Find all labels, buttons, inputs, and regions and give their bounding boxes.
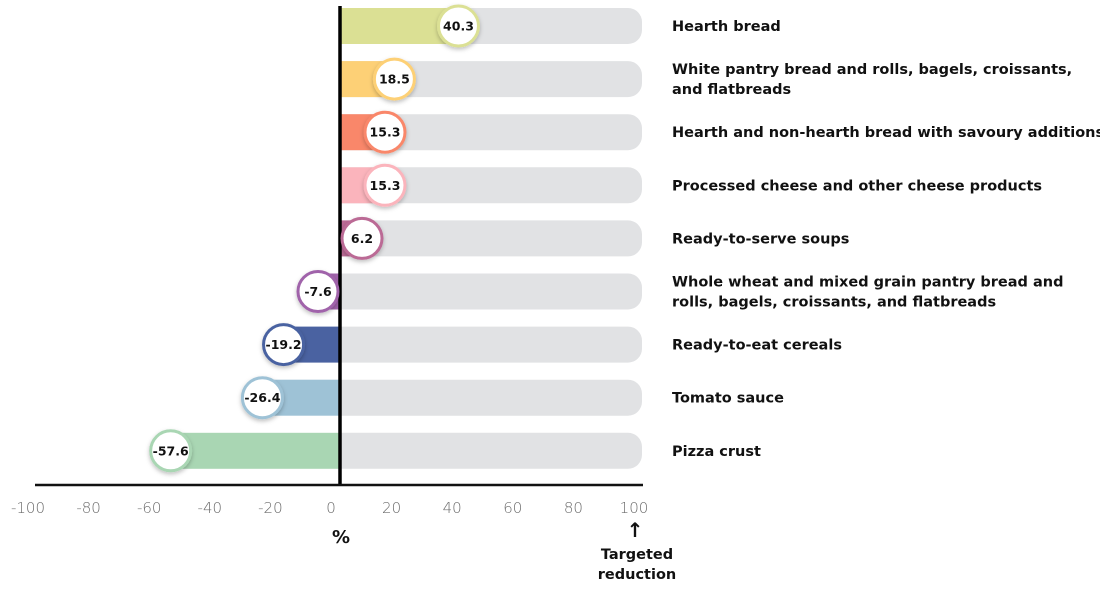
x-tick-label: 80 [564, 499, 583, 517]
bar-track [340, 167, 642, 204]
x-tick-label: 20 [382, 499, 401, 517]
target-arrow-icon: ↑ [627, 518, 644, 542]
value-bubble [149, 429, 193, 473]
category-label: and flatbreads [672, 82, 791, 98]
category-label: Hearth bread [672, 19, 781, 35]
bar-track [340, 379, 642, 416]
value-label: -7.6 [304, 284, 332, 299]
value-bubble [240, 376, 284, 420]
bar-track [340, 432, 642, 469]
x-tick-label: -40 [198, 499, 223, 517]
annotation-line-2: reduction [598, 567, 676, 583]
value-bubble [340, 216, 384, 260]
value-label: 15.3 [370, 178, 401, 193]
x-tick-label: -60 [137, 499, 162, 517]
x-axis-title: % [332, 527, 350, 548]
category-label: White pantry bread and rolls, bagels, cr… [672, 62, 1072, 78]
category-label: Whole wheat and mixed grain pantry bread… [672, 275, 1063, 291]
value-bubble [262, 323, 306, 367]
value-bubble [372, 57, 416, 101]
x-tick-label: -100 [11, 499, 45, 517]
bar-track [340, 326, 642, 363]
bar-track [340, 114, 642, 151]
value-label: 18.5 [379, 72, 410, 87]
value-label: -57.6 [153, 443, 189, 458]
category-label: Tomato sauce [672, 391, 784, 407]
value-bubble [363, 110, 407, 154]
value-label: 15.3 [370, 125, 401, 140]
x-tick-label: 100 [620, 499, 649, 517]
bar-track [340, 273, 642, 310]
value-label: -26.4 [244, 390, 280, 405]
value-bubble [296, 270, 340, 313]
category-label: rolls, bagels, croissants, and flatbread… [672, 295, 996, 311]
value-label: -19.2 [266, 337, 302, 352]
x-tick-label: 40 [443, 499, 462, 517]
value-label: 6.2 [351, 231, 373, 246]
annotation-line-1: Targeted [601, 547, 673, 563]
bar-track [340, 220, 642, 257]
value-bubble [363, 163, 407, 207]
category-label: Ready-to-eat cereals [672, 338, 842, 354]
category-label: Processed cheese and other cheese produc… [672, 178, 1042, 194]
value-label: 40.3 [443, 19, 474, 34]
bar-track [340, 61, 642, 98]
bar [170, 432, 340, 469]
category-label: Pizza crust [672, 444, 761, 460]
category-label: Ready-to-serve soups [672, 231, 849, 247]
value-bubble [436, 4, 480, 48]
x-tick-label: -20 [258, 499, 283, 517]
x-tick-label: 0 [326, 499, 336, 517]
category-label: Hearth and non-hearth bread with savoury… [672, 125, 1100, 141]
x-tick-label: 60 [503, 499, 522, 517]
x-tick-label: -80 [76, 499, 101, 517]
